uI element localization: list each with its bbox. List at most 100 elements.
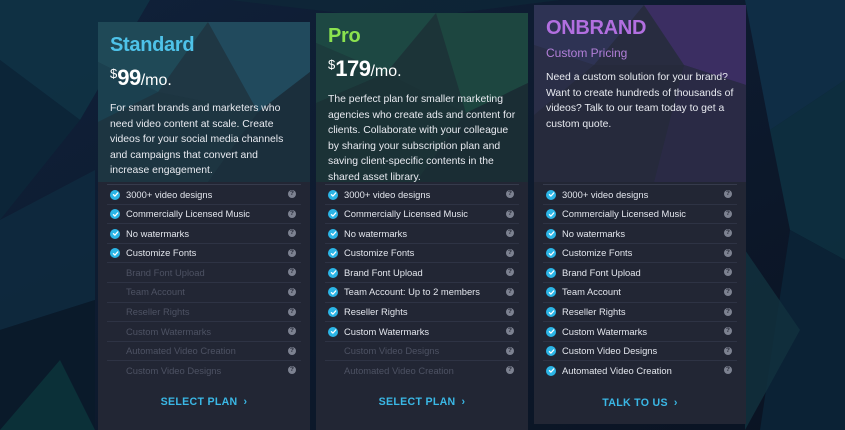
- question-circle-icon[interactable]: ?: [724, 268, 732, 277]
- feature-row: No watermarks?: [325, 223, 519, 243]
- question-circle-icon[interactable]: ?: [506, 248, 514, 257]
- question-circle-icon[interactable]: ?: [724, 190, 732, 198]
- cta-label: TALK TO US: [602, 397, 668, 409]
- question-circle-icon[interactable]: ?: [288, 248, 296, 257]
- plan-card-standard: Standard $99/mo. For smart brands and ma…: [98, 22, 310, 430]
- feature-label: Team Account: [126, 286, 185, 298]
- price-period: /mo.: [140, 72, 172, 89]
- question-circle-icon[interactable]: ?: [288, 287, 296, 296]
- feature-label: Automated Video Creation: [344, 364, 454, 376]
- feature-label: Reseller Rights: [344, 306, 408, 318]
- question-circle-icon[interactable]: ?: [288, 229, 296, 238]
- header-pattern: [98, 22, 310, 182]
- plan-price: $179/mo.: [328, 56, 516, 82]
- select-plan-button[interactable]: SELECT PLAN ›: [316, 396, 528, 408]
- question-circle-icon[interactable]: ?: [506, 209, 514, 218]
- feature-row: No watermarks?: [107, 223, 301, 243]
- question-circle-icon[interactable]: ?: [288, 307, 296, 316]
- feature-label: 3000+ video designs: [126, 188, 213, 200]
- check-circle-icon: [328, 287, 338, 298]
- feature-label: Custom Video Designs: [126, 364, 222, 376]
- question-circle-icon[interactable]: ?: [506, 366, 514, 375]
- check-circle-icon: [546, 228, 556, 239]
- feature-label: Team Account: [562, 286, 621, 298]
- plan-card-onbrand: ONBRAND Custom Pricing Need a custom sol…: [534, 5, 746, 424]
- check-circle-icon: [328, 248, 338, 259]
- feature-label: Automated Video Creation: [126, 345, 236, 357]
- check-circle-icon: [110, 228, 120, 239]
- feature-row: Brand Font Upload?: [325, 262, 519, 282]
- feature-row: Reseller Rights?: [107, 301, 301, 322]
- feature-label: Team Account: Up to 2 members: [344, 286, 480, 298]
- feature-label: Reseller Rights: [562, 306, 626, 318]
- feature-row: Custom Watermarks?: [543, 321, 737, 341]
- feature-label: Custom Video Designs: [344, 345, 440, 357]
- question-circle-icon[interactable]: ?: [506, 327, 514, 336]
- plan-description: The perfect plan for smaller marketing a…: [328, 94, 516, 182]
- feature-row: 3000+ video designs?: [107, 184, 301, 204]
- plan-name: ONBRAND: [546, 17, 647, 39]
- select-plan-button[interactable]: SELECT PLAN ›: [98, 396, 310, 408]
- price-currency: $: [110, 66, 118, 81]
- question-circle-icon[interactable]: ?: [288, 190, 296, 198]
- question-circle-icon[interactable]: ?: [288, 209, 296, 218]
- check-circle-icon: [546, 326, 556, 337]
- question-circle-icon[interactable]: ?: [506, 268, 514, 277]
- feature-row: Brand Font Upload?: [107, 262, 301, 282]
- feature-label: Reseller Rights: [126, 306, 190, 318]
- check-circle-icon: [328, 209, 338, 220]
- question-circle-icon[interactable]: ?: [506, 287, 514, 296]
- feature-label: No watermarks: [562, 227, 626, 239]
- feature-row: No watermarks?: [543, 223, 737, 243]
- feature-row: Custom Watermarks?: [107, 321, 301, 341]
- question-circle-icon[interactable]: ?: [506, 190, 514, 198]
- plan-header: ONBRAND Custom Pricing Need a custom sol…: [534, 5, 746, 182]
- question-circle-icon[interactable]: ?: [288, 327, 296, 336]
- check-circle-icon: [328, 189, 338, 200]
- check-circle-icon: [546, 346, 556, 357]
- feature-row: Brand Font Upload?: [543, 262, 737, 282]
- plan-price: $99/mo.: [110, 65, 298, 91]
- plan-header: Pro $179/mo. The perfect plan for smalle…: [316, 13, 528, 182]
- question-circle-icon[interactable]: ?: [506, 229, 514, 238]
- question-circle-icon[interactable]: ?: [724, 248, 732, 257]
- question-circle-icon[interactable]: ?: [288, 346, 296, 355]
- question-circle-icon[interactable]: ?: [724, 229, 732, 238]
- check-circle-icon: [110, 209, 120, 220]
- feature-label: No watermarks: [344, 227, 408, 239]
- check-circle-icon: [546, 287, 556, 298]
- plan-name: Pro: [328, 25, 361, 47]
- question-circle-icon[interactable]: ?: [724, 287, 732, 296]
- talk-to-us-button[interactable]: TALK TO US ›: [534, 397, 746, 409]
- feature-row: Customize Fonts?: [543, 242, 737, 263]
- feature-row: 3000+ video designs?: [543, 184, 737, 204]
- feature-row: Customize Fonts?: [107, 242, 301, 263]
- header-pattern: [316, 13, 528, 182]
- feature-label: Commercially Licensed Music: [344, 208, 468, 220]
- check-circle-icon: [110, 248, 120, 259]
- check-circle-icon: [546, 365, 556, 376]
- feature-row: Automated Video Creation?: [543, 360, 737, 380]
- question-circle-icon[interactable]: ?: [724, 209, 732, 218]
- feature-row: Team Account?: [107, 281, 301, 302]
- question-circle-icon[interactable]: ?: [506, 307, 514, 316]
- feature-label: Custom Watermarks: [344, 325, 430, 337]
- question-circle-icon[interactable]: ?: [724, 307, 732, 316]
- plan-name: Standard: [110, 34, 195, 56]
- plan-description: Need a custom solution for your brand? W…: [546, 72, 734, 130]
- question-circle-icon[interactable]: ?: [724, 327, 732, 336]
- question-circle-icon[interactable]: ?: [288, 366, 296, 375]
- feature-row: Customize Fonts?: [325, 242, 519, 263]
- feature-label: Commercially Licensed Music: [562, 208, 686, 220]
- feature-row: Reseller Rights?: [543, 301, 737, 322]
- question-circle-icon[interactable]: ?: [288, 268, 296, 277]
- cta-label: SELECT PLAN: [160, 396, 238, 408]
- feature-label: No watermarks: [126, 227, 190, 239]
- chevron-right-icon: ›: [243, 396, 248, 408]
- header-pattern: [534, 5, 746, 182]
- chevron-right-icon: ›: [461, 396, 466, 408]
- feature-row: Custom Video Designs?: [543, 340, 737, 361]
- question-circle-icon[interactable]: ?: [724, 346, 732, 355]
- question-circle-icon[interactable]: ?: [724, 366, 732, 375]
- question-circle-icon[interactable]: ?: [506, 346, 514, 355]
